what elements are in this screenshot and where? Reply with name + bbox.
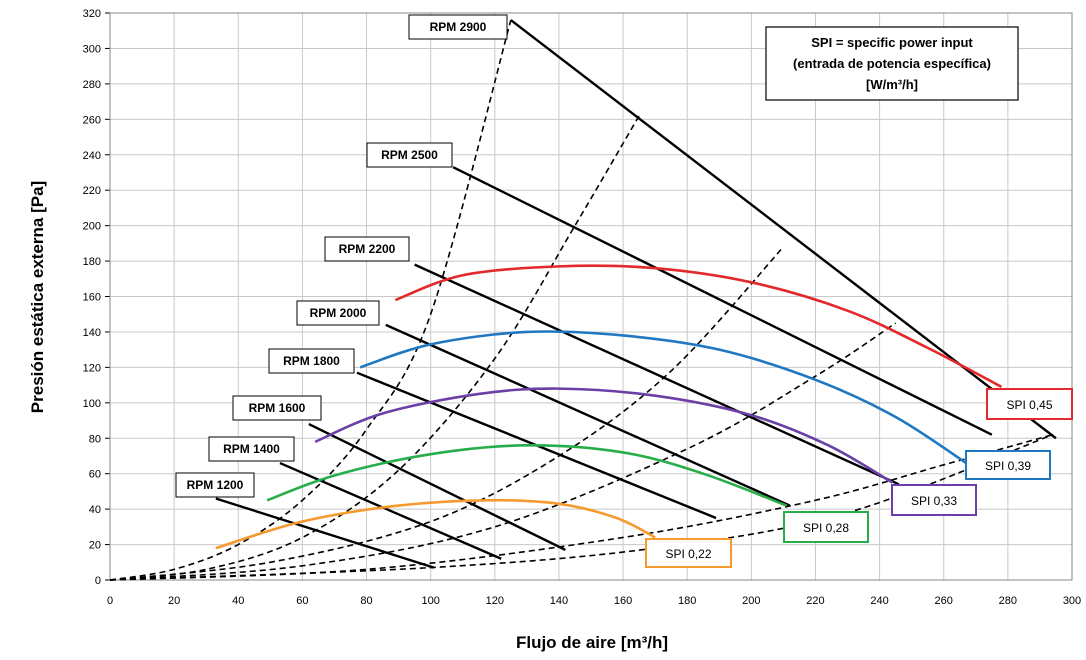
spi-definition-frame (765, 26, 1019, 101)
y-tick-label: 120 (83, 362, 101, 374)
rpm-label-box (232, 395, 322, 421)
rpm-line (215, 497, 435, 569)
rpm-label: RPM 2200 (339, 242, 396, 256)
spi-curve (359, 330, 967, 465)
rpm-line (452, 166, 993, 436)
rpm-label-box (324, 236, 410, 262)
rpm-label: RPM 1800 (283, 354, 340, 368)
x-tick-label: 0 (107, 595, 113, 607)
y-tick-label: 300 (83, 43, 101, 55)
rpm-label: RPM 1200 (187, 478, 244, 492)
x-tick-label: 300 (1063, 595, 1081, 607)
x-tick-label: 80 (360, 595, 372, 607)
x-axis-ticks: 0 20 40 60 80 100 120 140 160 180 200 220 240 260 280 3… (107, 595, 1081, 607)
rpm-line (308, 422, 566, 551)
spi-label-box (891, 484, 977, 516)
rpm-label: RPM 2000 (310, 306, 367, 320)
x-axis-title: Flujo de aire [m³/h] (516, 633, 668, 652)
rpm-labels: RPM 1200 RPM 1400 RPM 1600 RPM 1800 RPM 2000… (175, 14, 508, 498)
plot-frame (109, 12, 1073, 581)
spi-curve (215, 498, 656, 550)
spi-definition-line: (entrada de potencia específica) (793, 56, 991, 71)
rpm-line (414, 263, 900, 486)
spi-labels: SPI 0,22 SPI 0,28 SPI 0,33 SPI 0,39 SPI 0,45 (645, 388, 1073, 568)
spi-label: SPI 0,39 (985, 459, 1031, 473)
system-curve (109, 322, 897, 581)
x-tick-label: 160 (614, 595, 632, 607)
y-tick-label: 180 (83, 256, 101, 268)
x-tick-label: 260 (935, 595, 953, 607)
x-tick-label: 280 (999, 595, 1017, 607)
y-tick-label: 260 (83, 114, 101, 126)
system-curve (109, 19, 512, 581)
y-tick-label: 280 (83, 79, 101, 91)
y-tick-label: 100 (83, 398, 101, 410)
x-tick-label: 200 (742, 595, 760, 607)
y-axis-title: Presión estática externa [Pa] (28, 181, 47, 413)
spi-definition-box: SPI = specific power input (entrada de po… (765, 26, 1019, 101)
rpm-label-box (268, 348, 355, 374)
spi-label-box (986, 388, 1073, 420)
x-tick-label: 100 (421, 595, 439, 607)
spi-label: SPI 0,33 (911, 494, 957, 508)
y-tick-label: 80 (89, 433, 101, 445)
y-tick-label: 140 (83, 327, 101, 339)
y-tick-label: 320 (83, 8, 101, 20)
rpm-label-box (408, 14, 508, 40)
rpm-label: RPM 1600 (249, 401, 306, 415)
y-axis-ticks: 0 20 40 60 80 100 120 140 160 180 200 220 240 260 280 3… (83, 8, 101, 587)
spi-label-box (783, 511, 869, 543)
system-curve (109, 115, 640, 581)
spi-label-box (965, 450, 1051, 480)
x-tick-label: 140 (550, 595, 568, 607)
x-tick-label: 240 (870, 595, 888, 607)
y-tick-label: 60 (89, 469, 101, 481)
rpm-label: RPM 2500 (381, 148, 438, 162)
spi-curve (394, 264, 1003, 389)
x-tick-label: 220 (806, 595, 824, 607)
rpm-label-box (296, 300, 380, 326)
spi-curves (215, 264, 1003, 550)
x-tick-label: 20 (168, 595, 180, 607)
y-tick-label: 0 (95, 575, 101, 587)
y-tick-label: 240 (83, 150, 101, 162)
spi-label: SPI 0,28 (803, 521, 849, 535)
rpm-label: RPM 2900 (430, 20, 487, 34)
rpm-label-box (175, 472, 255, 498)
x-tick-label: 40 (232, 595, 244, 607)
y-tick-label: 160 (83, 292, 101, 304)
spi-curve (266, 444, 788, 507)
spi-label: SPI 0,45 (1006, 398, 1052, 412)
system-curve (109, 246, 784, 581)
rpm-label-box (208, 436, 295, 462)
y-tick-label: 20 (89, 540, 101, 552)
rpm-line (385, 323, 791, 507)
rpm-line (279, 461, 502, 560)
rpm-label-box (366, 142, 453, 168)
rpm-label: RPM 1400 (223, 442, 280, 456)
spi-curve (314, 387, 894, 484)
x-tick-label: 120 (486, 595, 504, 607)
y-tick-label: 40 (89, 504, 101, 516)
spi-definition-line: SPI = specific power input (811, 35, 973, 50)
x-tick-label: 60 (296, 595, 308, 607)
spi-label: SPI 0,22 (665, 547, 711, 561)
y-tick-label: 200 (83, 221, 101, 233)
x-tick-label: 180 (678, 595, 696, 607)
spi-definition-line: [W/m³/h] (866, 77, 918, 92)
spi-label-box (645, 538, 732, 568)
y-tick-label: 220 (83, 185, 101, 197)
